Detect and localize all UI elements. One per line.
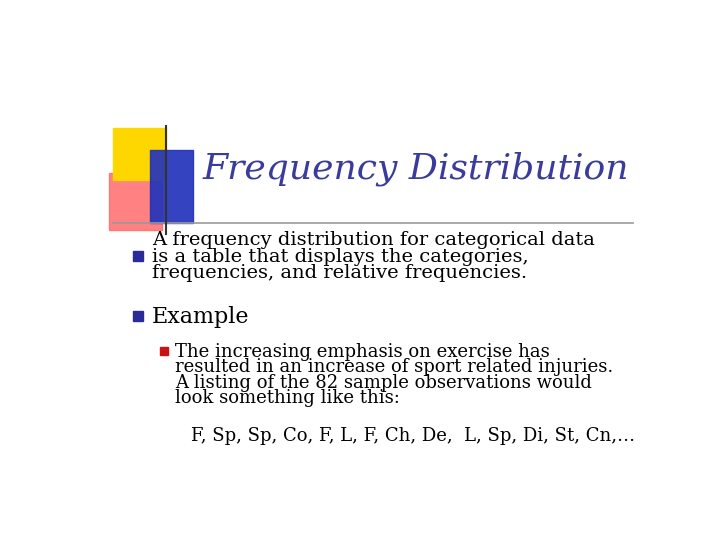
Text: frequencies, and relative frequencies.: frequencies, and relative frequencies. — [152, 265, 527, 282]
Text: is a table that displays the categories,: is a table that displays the categories, — [152, 247, 528, 266]
Bar — [132, 251, 143, 261]
Text: look something like this:: look something like this: — [175, 389, 400, 407]
Text: Example: Example — [152, 306, 250, 328]
Bar — [160, 347, 168, 355]
Bar — [109, 173, 162, 231]
Bar — [150, 150, 193, 222]
Text: resulted in an increase of sport related injuries.: resulted in an increase of sport related… — [175, 359, 613, 376]
Text: A listing of the 82 sample observations would: A listing of the 82 sample observations … — [175, 374, 592, 392]
Text: A frequency distribution for categorical data: A frequency distribution for categorical… — [152, 231, 595, 248]
Bar — [132, 311, 143, 321]
Bar — [113, 128, 166, 180]
Text: The increasing emphasis on exercise has: The increasing emphasis on exercise has — [175, 343, 550, 361]
Text: F, Sp, Sp, Co, F, L, F, Ch, De,  L, Sp, Di, St, Cn,…: F, Sp, Sp, Co, F, L, F, Ch, De, L, Sp, D… — [191, 427, 635, 445]
Text: Frequency Distribution: Frequency Distribution — [202, 152, 629, 186]
